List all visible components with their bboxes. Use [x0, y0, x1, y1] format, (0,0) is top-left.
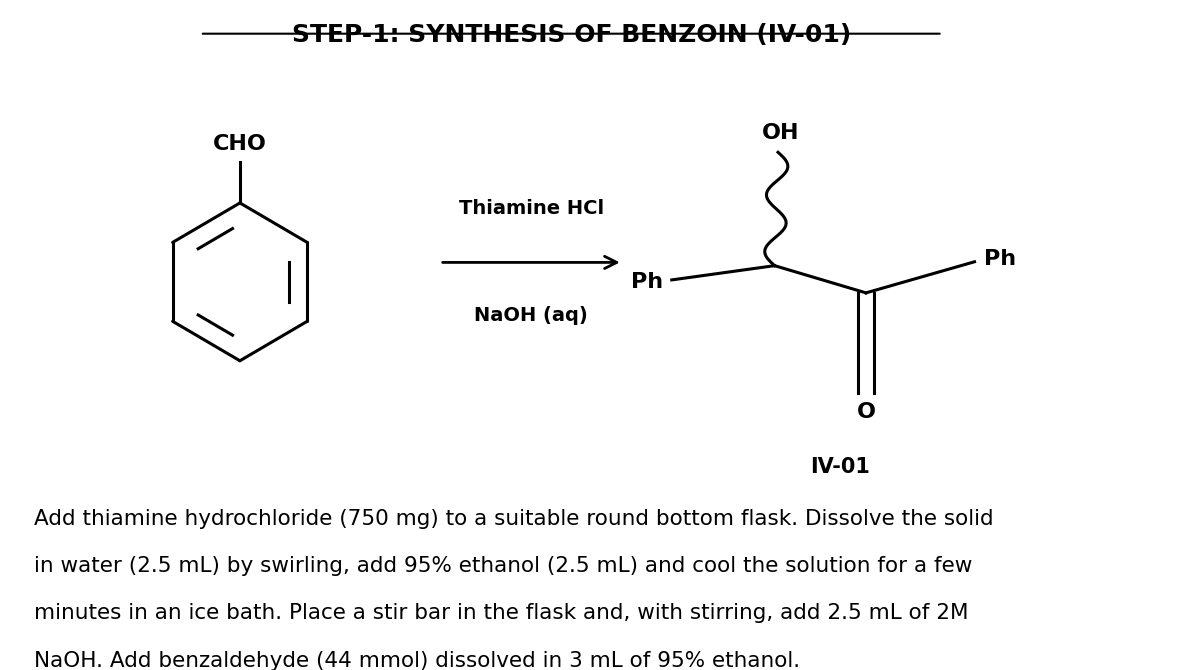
Text: in water (2.5 mL) by swirling, add 95% ethanol (2.5 mL) and cool the solution fo: in water (2.5 mL) by swirling, add 95% e…: [35, 556, 973, 576]
Text: OH: OH: [762, 123, 799, 143]
Text: CHO: CHO: [212, 134, 266, 154]
Text: NaOH (aq): NaOH (aq): [474, 306, 588, 326]
Text: Thiamine HCl: Thiamine HCl: [458, 200, 604, 218]
Text: IV-01: IV-01: [810, 457, 870, 477]
Text: NaOH. Add benzaldehyde (44 mmol) dissolved in 3 mL of 95% ethanol.: NaOH. Add benzaldehyde (44 mmol) dissolv…: [35, 651, 800, 670]
Text: Add thiamine hydrochloride (750 mg) to a suitable round bottom flask. Dissolve t: Add thiamine hydrochloride (750 mg) to a…: [35, 509, 994, 529]
Text: O: O: [857, 403, 876, 422]
Text: Ph: Ph: [630, 272, 662, 292]
Text: minutes in an ice bath. Place a stir bar in the flask and, with stirring, add 2.: minutes in an ice bath. Place a stir bar…: [35, 603, 968, 623]
Text: STEP-1: SYNTHESIS OF BENZOIN (IV-01): STEP-1: SYNTHESIS OF BENZOIN (IV-01): [292, 23, 851, 47]
Text: Ph: Ph: [984, 249, 1015, 269]
